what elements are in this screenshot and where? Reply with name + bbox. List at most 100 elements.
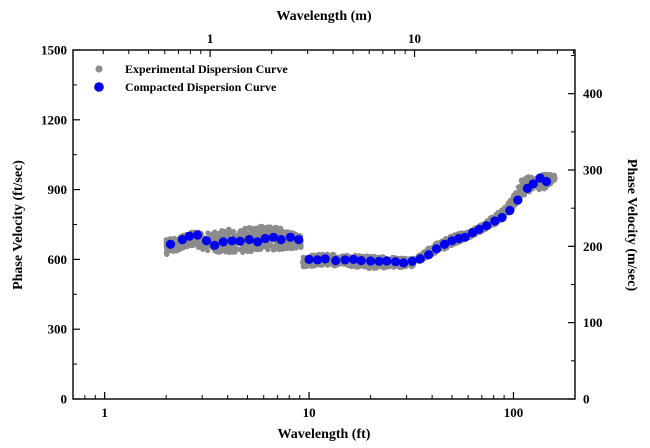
compacted-point (348, 254, 359, 264)
compacted-point (268, 232, 279, 242)
compacted-point (505, 205, 515, 216)
compacted-point (399, 258, 409, 268)
compacted-point (312, 255, 323, 265)
plot-frame (72, 49, 576, 400)
experimental-point (526, 174, 532, 180)
experimental-point (240, 232, 246, 238)
experimental-point (231, 248, 237, 254)
compacted-point (253, 237, 263, 247)
compacted-point (366, 256, 376, 266)
compacted-point (407, 256, 417, 266)
experimental-point (279, 243, 285, 249)
experimental-point (225, 247, 231, 253)
y-axis-right-title: Phase Velocity (m/sec) (624, 159, 639, 292)
experimental-point (544, 173, 551, 179)
compacted-point (260, 233, 270, 244)
x-bottom-tick-label: 100 (504, 405, 524, 420)
experimental-point (518, 183, 524, 189)
compacted-point (482, 221, 492, 231)
compacted-point (210, 240, 220, 250)
legend: Experimental Dispersion Curve Compacted … (94, 62, 288, 94)
experimental-point (310, 263, 316, 269)
compacted-point (528, 179, 538, 189)
experimental-point (521, 177, 528, 183)
experimental-point (211, 234, 217, 240)
compacted-point (218, 237, 228, 247)
experimental-point (500, 208, 506, 214)
compacted-point (331, 256, 341, 266)
experimental-point (215, 233, 221, 239)
compacted-point (320, 254, 330, 264)
compacted-point (460, 232, 470, 242)
x-bottom-tick-label: 10 (303, 405, 316, 420)
compacted-point (374, 256, 384, 266)
x-axis-bottom-title: Wavelength (ft) (278, 427, 371, 442)
y-right-tick-label: 100 (583, 315, 603, 330)
experimental-point (236, 246, 242, 252)
compacted-point (294, 235, 304, 245)
compacted-point (391, 257, 401, 267)
compacted-point (382, 256, 392, 266)
experimental-point (347, 262, 353, 268)
experimental-point (270, 247, 276, 253)
experimental-point (230, 244, 237, 250)
experimental-point (264, 245, 270, 251)
x-top-tick-label: 10 (408, 31, 421, 46)
experimental-point (267, 240, 273, 246)
compacted-point (424, 250, 434, 260)
y-right-tick-label: 200 (583, 239, 603, 254)
compacted-point (235, 236, 245, 246)
experimental-point (240, 249, 246, 255)
compacted-point (285, 232, 295, 242)
compacted-point (340, 255, 350, 265)
compacted-point (276, 235, 286, 245)
experimental-point (195, 244, 202, 250)
legend-marker-compacted (94, 82, 104, 92)
experimental-point (264, 226, 270, 232)
y-left-tick-label: 600 (48, 252, 68, 267)
compacted-series (165, 173, 552, 268)
y-left-tick-label: 900 (48, 182, 68, 197)
experimental-point (247, 225, 253, 231)
compacted-point (304, 254, 314, 264)
experimental-point (276, 227, 282, 233)
experimental-point (283, 244, 289, 250)
compacted-point (227, 236, 237, 246)
y-right-tick-label: 0 (583, 392, 590, 407)
experimental-point (171, 235, 177, 241)
experimental-point (231, 231, 237, 237)
y-left-tick-label: 300 (48, 322, 68, 337)
experimental-point (258, 226, 264, 232)
compacted-point (356, 256, 366, 266)
experimental-point (222, 229, 228, 235)
y-right-tick-label: 300 (583, 162, 603, 177)
compacted-point (474, 224, 484, 234)
y-left-tick-label: 0 (61, 392, 68, 407)
compacted-point (184, 231, 195, 241)
compacted-point (490, 216, 500, 226)
experimental-point (521, 192, 528, 198)
y-right-tick-label: 400 (583, 86, 603, 101)
x-axis-top-title: Wavelength (m) (276, 9, 372, 24)
experimental-point (218, 229, 225, 235)
experimental-point (243, 245, 249, 251)
compacted-point (541, 176, 552, 187)
experimental-point (200, 246, 206, 252)
experimental-point (242, 225, 248, 231)
compacted-point (165, 239, 176, 249)
experimental-point (291, 243, 298, 249)
experimental-point (214, 249, 220, 255)
compacted-point (244, 235, 254, 245)
experimental-point (225, 233, 231, 239)
y-axis-left-title: Phase Velocity (ft/sec) (11, 160, 26, 290)
compacted-point (201, 236, 212, 246)
experimental-point (549, 178, 556, 184)
experimental-point (237, 228, 243, 234)
compacted-point (415, 254, 425, 264)
legend-label-experimental: Experimental Dispersion Curve (125, 62, 288, 76)
x-bottom-tick-label: 1 (101, 405, 108, 420)
experimental-point (253, 246, 259, 253)
experimental-point (205, 230, 211, 236)
